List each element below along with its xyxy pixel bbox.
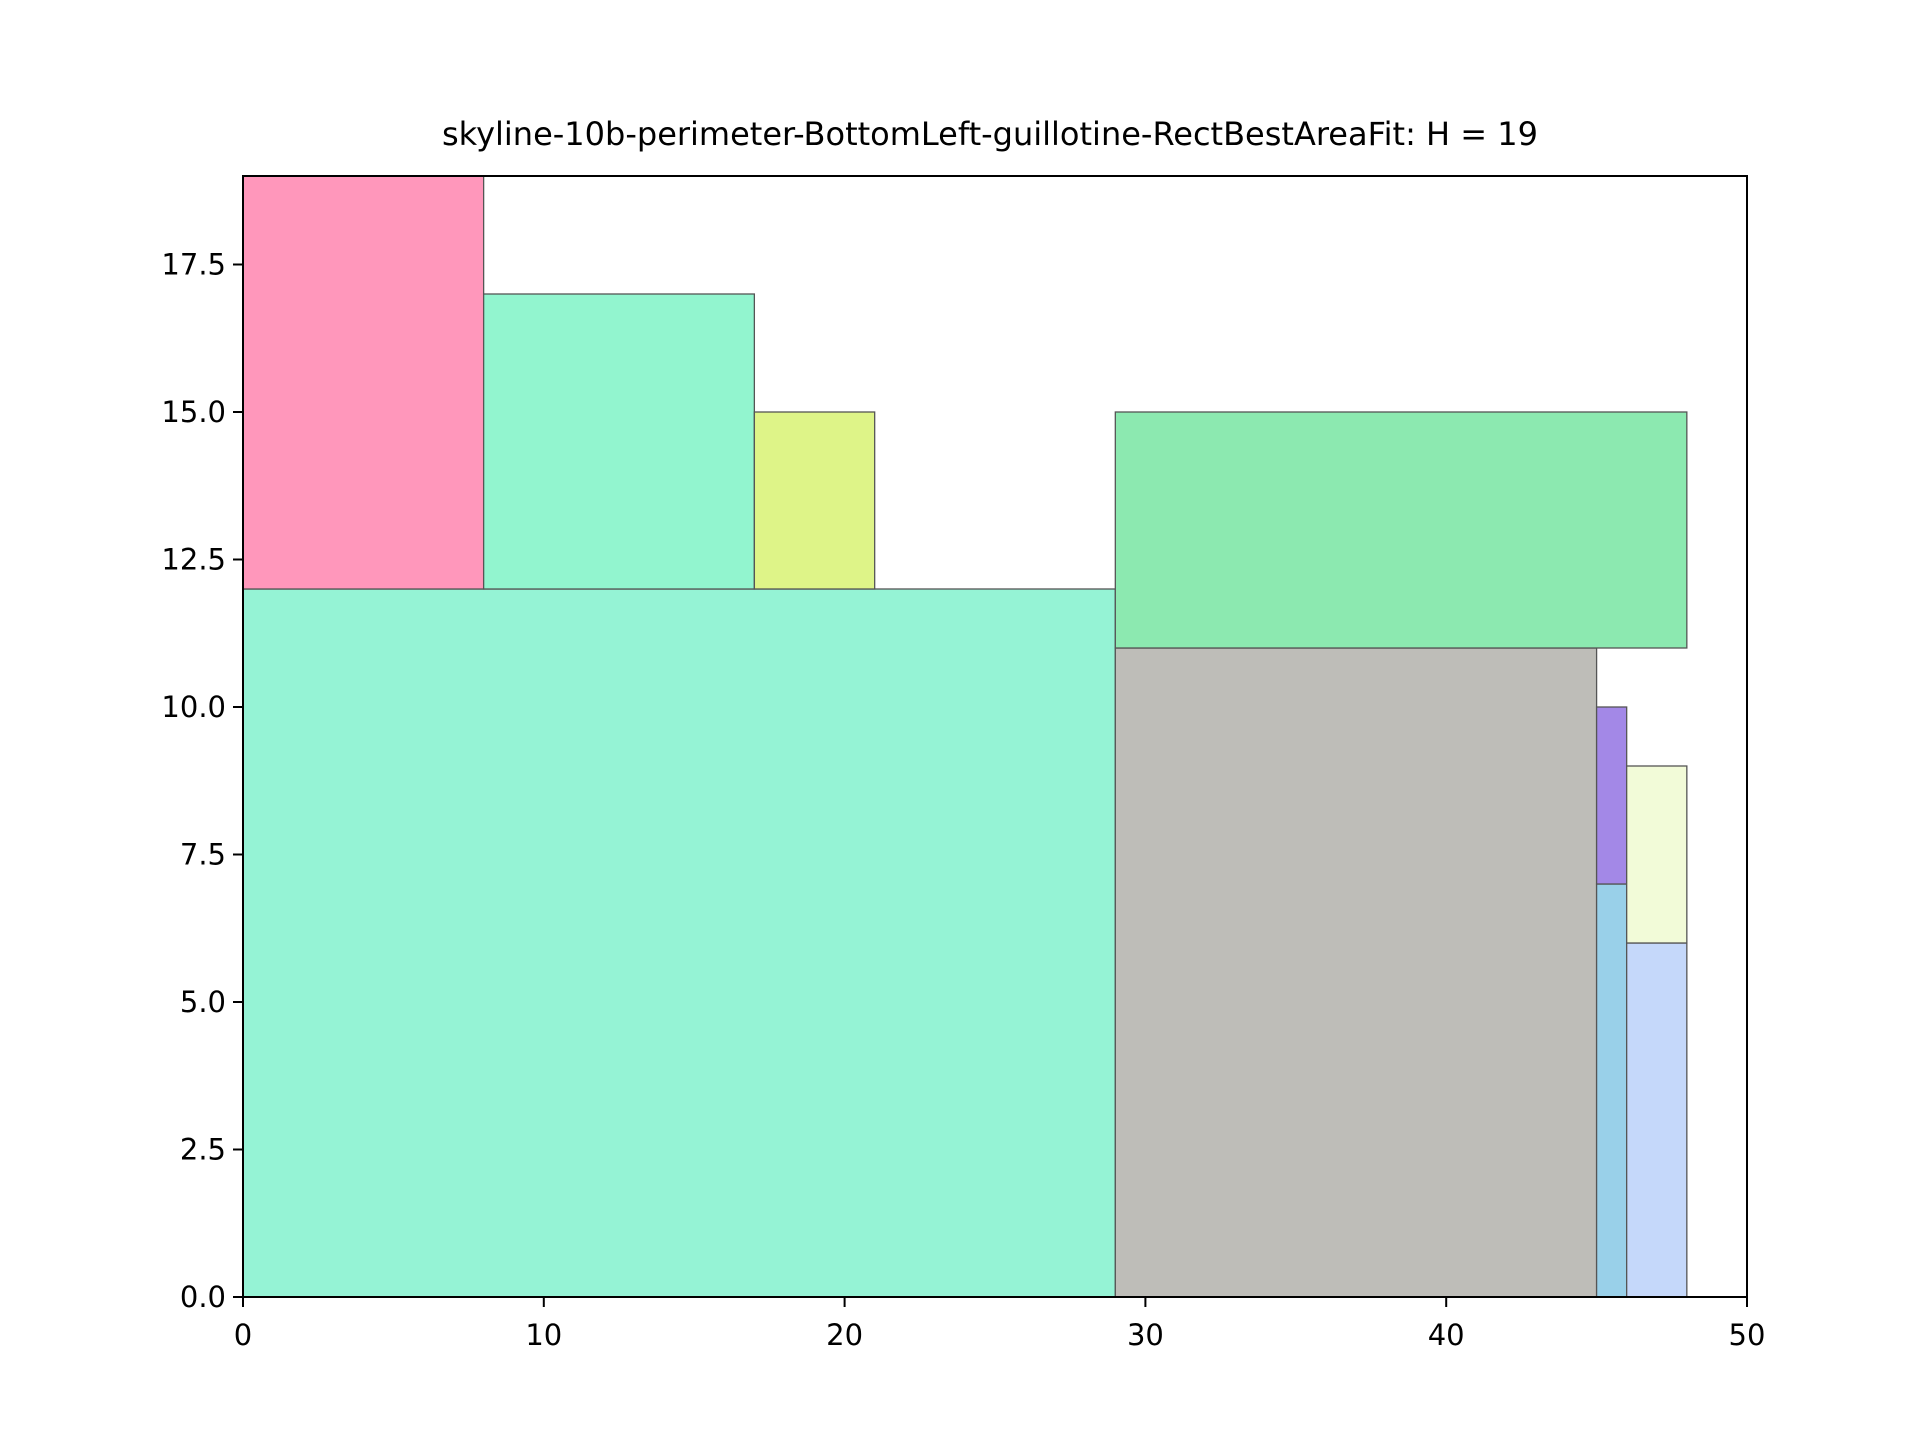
packed-rect-5 (1114, 647, 1598, 1298)
x-tick-label: 30 (1127, 1318, 1164, 1352)
y-tick-label: 7.5 (180, 838, 226, 872)
packed-rect-3 (482, 293, 756, 590)
packed-rect-7 (1595, 883, 1628, 1298)
plot-frame (242, 175, 1748, 1298)
y-tick-label: 5.0 (180, 985, 226, 1019)
y-tick-label: 0.0 (180, 1280, 226, 1314)
y-tick-label: 17.5 (161, 248, 226, 282)
y-tick-label: 10.0 (161, 690, 226, 724)
rectangles-layer (242, 175, 1688, 1298)
x-tick-label: 40 (1428, 1318, 1465, 1352)
ticks-layer: 0 10 20 30 40 50 0.0 2.5 5.0 7.5 10.0 12.5 15.0 17.5 (161, 248, 1765, 1353)
x-tick-label: 10 (525, 1318, 562, 1352)
packed-rect-6 (1114, 411, 1688, 649)
y-tick-label: 12.5 (161, 543, 226, 577)
packed-rect-8 (1595, 706, 1628, 885)
x-tick-label: 0 (234, 1318, 252, 1352)
x-tick-label: 20 (826, 1318, 863, 1352)
x-tick-label: 50 (1729, 1318, 1766, 1352)
y-tick-label: 15.0 (161, 395, 226, 429)
packed-rect-10 (1626, 765, 1688, 944)
packed-rect-1 (242, 588, 1116, 1298)
packed-rect-9 (1626, 942, 1688, 1298)
chart-title: skyline-10b-perimeter-BottomLeft-guillot… (442, 115, 1538, 153)
packed-rect-4 (753, 411, 876, 590)
packed-rect-2 (242, 175, 485, 590)
y-tick-label: 2.5 (180, 1133, 226, 1167)
